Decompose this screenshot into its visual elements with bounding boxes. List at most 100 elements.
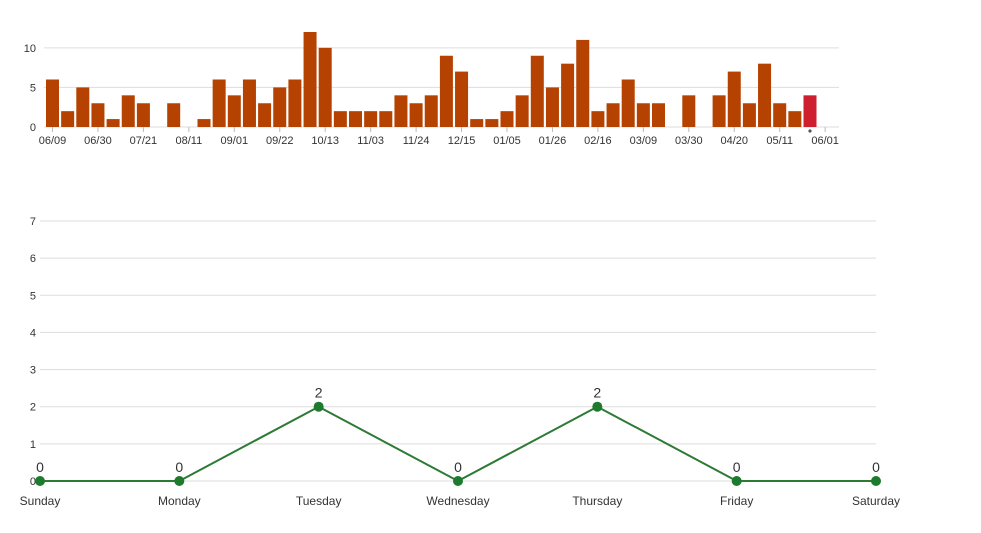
line-gridlines [40,220,876,482]
data-point [871,476,881,486]
bar-x-tick-label: 03/30 [675,135,703,147]
bar [727,71,741,127]
bar [61,111,75,127]
bar [424,95,438,127]
bar [773,103,787,127]
line-points [35,401,881,486]
data-point [313,401,324,412]
bar [394,95,408,127]
data-point [731,476,742,486]
line-x-tick-label: Sunday [20,494,61,508]
bar [106,119,120,127]
bar [273,87,287,127]
weekly-bar-chart: 0 5 10 06/09 06/30 07/21 08/11 09/01 09/22 10/13… [24,32,839,147]
bar [333,111,347,127]
bar [364,111,378,127]
bar [46,79,59,127]
bar [712,95,726,127]
bar-y-tick-label: 0 [30,122,36,134]
bar [545,87,559,127]
data-label: 2 [315,385,323,401]
data-label: 0 [872,459,880,475]
line-x-tick-label: Tuesday [296,494,342,508]
data-label: 0 [175,459,183,475]
line-x-ticks: Sunday Monday Tuesday Wednesday Thursday Frid… [20,494,900,508]
line-x-tick-label: Thursday [572,494,622,508]
bar-y-tick-label: 10 [24,43,36,55]
bar [318,47,332,128]
data-label: 0 [454,459,462,475]
bar-x-ticks: 06/09 06/30 07/21 08/11 09/01 09/22 10/13 11/03… [39,127,839,147]
bar-series [46,32,817,133]
bar [227,95,241,127]
bar-x-tick-label: 06/01 [811,135,839,147]
bar [167,103,181,127]
line-y-tick-label: 6 [30,253,36,265]
bar-x-tick-label: 09/22 [266,135,294,147]
bar [288,79,302,127]
highlight-marker [808,129,812,133]
bar-x-tick-label: 10/13 [311,135,339,147]
bar-x-tick-label: 03/09 [630,135,658,147]
bar-x-tick-label: 01/26 [539,135,567,147]
data-label: 2 [593,385,601,401]
bar [561,63,575,127]
bar-x-tick-label: 02/16 [584,135,612,147]
data-label: 0 [733,459,741,475]
bar-x-tick-label: 01/05 [493,135,521,147]
bar [515,95,529,127]
line-x-tick-label: Saturday [852,494,900,508]
line-x-tick-label: Wednesday [426,494,489,508]
bar [652,103,665,127]
bar [76,87,90,127]
data-point [592,401,603,412]
bar [758,63,772,127]
data-label: 0 [36,459,44,475]
bar [788,111,802,127]
bar [439,55,453,127]
bar-x-tick-label: 08/11 [175,135,202,147]
bar [606,103,620,127]
bar-x-tick-label: 11/24 [403,135,430,147]
bar-x-tick-label: 11/03 [357,135,384,147]
bar-y-ticks: 0 5 10 [24,43,36,134]
line-y-tick-label: 3 [30,365,36,377]
data-point [453,476,463,486]
bar [242,79,256,127]
data-point [35,476,45,486]
line-y-tick-label: 7 [30,216,36,228]
bar-x-tick-label: 05/11 [766,135,793,147]
data-point [174,476,185,486]
bar-y-tick-label: 5 [30,82,36,94]
line-y-tick-label: 5 [30,290,36,302]
line-x-tick-label: Monday [158,494,201,508]
bar [530,55,544,127]
bar [500,111,514,127]
line-y-tick-label: 1 [30,439,36,451]
line-x-tick-label: Friday [720,494,753,508]
bar-x-tick-label: 06/09 [39,135,67,147]
bar [212,79,226,127]
bar [409,103,423,127]
bar [470,119,484,127]
bar [455,71,469,127]
bar [121,95,135,127]
bar [576,39,590,127]
bar [591,111,605,127]
bar [636,103,650,127]
bar [803,95,817,127]
bar [197,119,211,127]
bar [258,103,272,127]
bar [682,95,696,127]
bar-x-tick-label: 07/21 [130,135,158,147]
bar [349,111,362,127]
bar-x-tick-label: 09/01 [221,135,249,147]
bar-x-tick-label: 06/30 [84,135,112,147]
line-y-tick-label: 0 [30,476,36,488]
line-y-ticks: 0 1 2 3 4 5 6 7 [30,216,36,488]
bar [379,111,393,127]
line-y-tick-label: 4 [30,327,36,339]
bar [136,103,150,127]
line-data-labels: 0 0 2 0 2 0 0 [36,385,880,475]
